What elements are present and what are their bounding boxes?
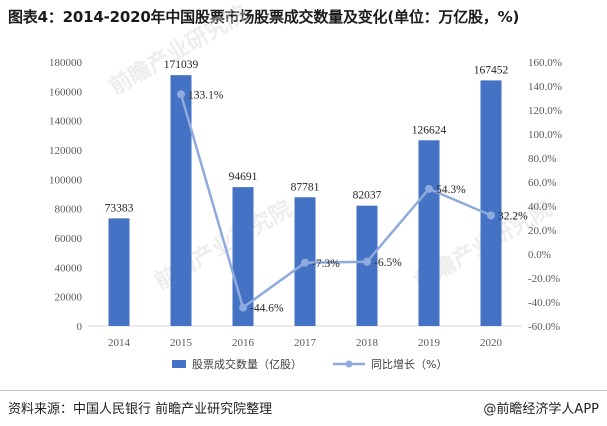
brand-credit: @前瞻经济学人APP: [483, 402, 599, 417]
growth-line: [179, 93, 492, 310]
y-right-tick-label: 100.0%: [528, 129, 562, 141]
y-right-tick-label: 140.0%: [528, 81, 562, 93]
y-left-tick-label: 80000: [55, 204, 83, 216]
line-point: [177, 90, 185, 99]
y-right-tick-label: 40.0%: [528, 201, 556, 213]
x-tick-label: 2015: [170, 337, 193, 349]
y-right-tick-label: -20.0%: [528, 273, 560, 285]
legend-line-label: 同比增长（%）: [371, 357, 447, 371]
combo-chart: 前瞻产业研究院 前瞻产业研究院 前瞻产业研究院 0200004000060000…: [49, 1, 562, 371]
bar: [480, 80, 502, 326]
bar: [170, 75, 192, 327]
line-point: [425, 184, 433, 193]
line-value-label: 133.1%: [188, 89, 224, 101]
y-right-tick-label: -40.0%: [528, 297, 560, 309]
bar-value-label: 171039: [164, 59, 199, 71]
y-right-tick-label: 160.0%: [528, 57, 562, 69]
y-left-tick-label: 40000: [55, 262, 83, 274]
line-value-label: -44.6%: [250, 303, 284, 315]
y-right-tick-label: 0.0%: [528, 249, 551, 261]
line-series: [177, 90, 495, 312]
bar-value-label: 126624: [412, 124, 447, 136]
line-point: [363, 257, 371, 266]
y-right-tick-label: 120.0%: [528, 105, 562, 117]
footer-divider: [0, 390, 607, 391]
line-point: [239, 303, 247, 312]
bar: [356, 205, 378, 326]
data-labels: 73383 171039 94691 87781 82037 126624 167452 13…: [105, 59, 529, 314]
bar-value-label: 87781: [291, 181, 320, 193]
line-value-label: 54.3%: [436, 184, 466, 196]
legend-bar-swatch: [172, 360, 186, 368]
y-left-tick-label: 120000: [49, 145, 83, 157]
y-left-tick-label: 140000: [49, 116, 83, 128]
bar: [108, 218, 130, 326]
line-value-label: -7.3%: [312, 258, 340, 270]
y-left-tick-label: 60000: [55, 233, 83, 245]
y-left-tick-label: 160000: [49, 86, 83, 98]
line-point: [301, 258, 309, 267]
y-right-tick-label: -60.0%: [528, 321, 560, 333]
bar-value-label: 167452: [474, 64, 509, 76]
y-left-tick-label: 0: [77, 321, 83, 333]
line-point: [487, 211, 495, 220]
y-left-tick-label: 100000: [49, 174, 83, 186]
legend-line-marker: [345, 360, 353, 368]
x-tick-label: 2014: [108, 337, 131, 349]
y-left-tick-label: 180000: [49, 57, 83, 69]
y-right-tick-label: 20.0%: [528, 225, 556, 237]
chart-title: 图表4：2014-2020年中国股票市场股票成交数量及变化(单位：万亿股，%): [8, 8, 520, 26]
x-tick-label: 2017: [294, 337, 317, 349]
x-tick-label: 2020: [480, 337, 503, 349]
legend-bar-label: 股票成交数量（亿股）: [192, 357, 302, 371]
bar-value-label: 94691: [229, 171, 258, 183]
legend: 股票成交数量（亿股） 同比增长（%）: [172, 357, 447, 371]
bar-value-label: 73383: [105, 202, 134, 214]
line-value-label: 32.2%: [498, 210, 528, 222]
x-tick-label: 2019: [418, 337, 441, 349]
y-right-tick-label: 60.0%: [528, 177, 556, 189]
line-value-label: -6.5%: [374, 257, 402, 269]
source-note: 资料来源：中国人民银行 前瞻产业研究院整理: [8, 402, 273, 417]
x-tick-label: 2018: [356, 337, 379, 349]
bar-series: [108, 75, 502, 327]
bar-value-label: 82037: [353, 190, 382, 202]
y-right-tick-label: 80.0%: [528, 153, 556, 165]
y-left-tick-label: 20000: [55, 292, 83, 304]
x-tick-label: 2016: [232, 337, 255, 349]
bar: [418, 140, 440, 326]
